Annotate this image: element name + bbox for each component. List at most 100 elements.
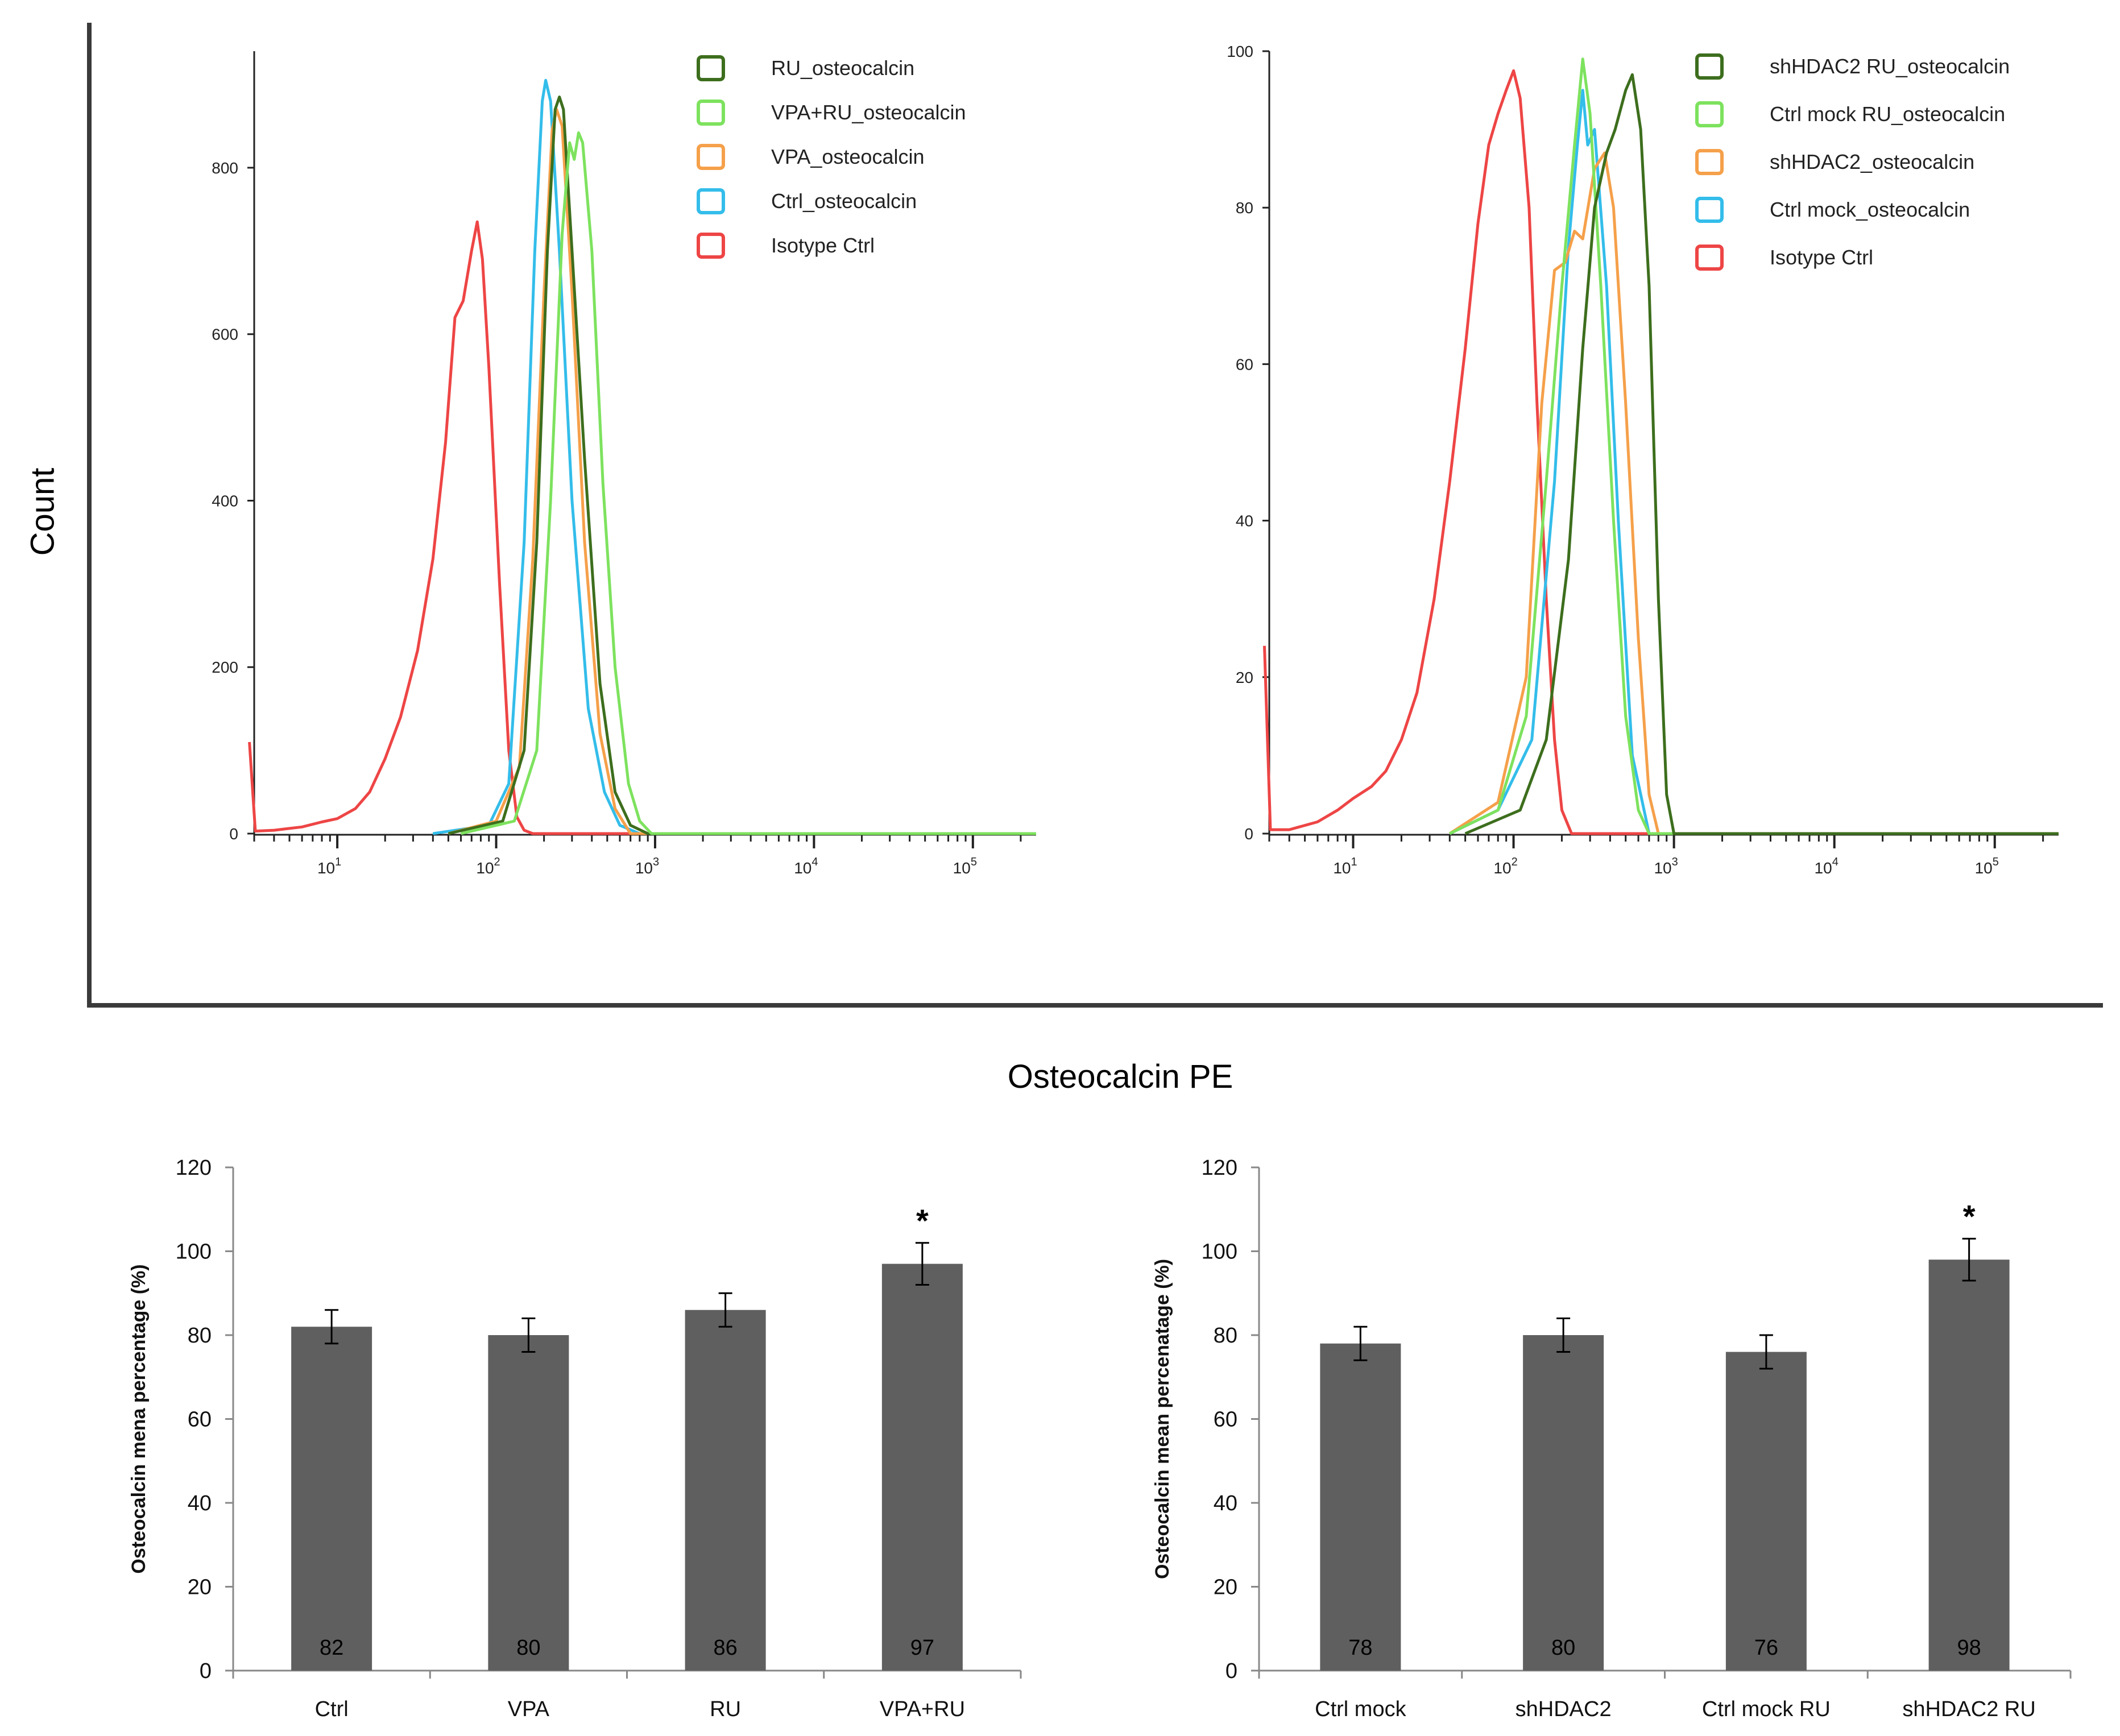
data-label: 82: [320, 1636, 343, 1660]
bar: [1320, 1343, 1401, 1671]
histogram-curve-vpa-ru-osteocalcin: [460, 131, 1036, 835]
bar: [291, 1327, 372, 1671]
y-tick-label: 80: [1236, 199, 1253, 217]
x-tick-label: 103: [635, 856, 659, 877]
y-tick-label: 40: [188, 1491, 212, 1515]
y-tick-label: 600: [212, 326, 238, 343]
histogram-curve-shhdac2-ru-osteocalcin: [1464, 73, 2059, 835]
legend-label: Ctrl_osteocalcin: [771, 189, 917, 213]
bar: [1725, 1352, 1807, 1671]
legend-label: Ctrl mock_osteocalcin: [1770, 198, 1970, 221]
y-tick-label: 120: [1202, 1156, 1237, 1180]
x-tick-label: VPA: [508, 1697, 550, 1721]
x-tick-label: Ctrl: [315, 1697, 349, 1721]
data-label: 97: [910, 1636, 934, 1660]
shared-x-axis-label: Osteocalcin PE: [1007, 1058, 1233, 1095]
histogram-curve-ctrl-osteocalcin: [432, 78, 1036, 835]
legend-label: RU_osteocalcin: [771, 56, 914, 80]
y-tick-label: 800: [212, 159, 238, 177]
y-tick-label: 40: [1236, 512, 1253, 530]
x-tick-label: 102: [476, 856, 500, 877]
y-tick-label: 0: [229, 825, 238, 843]
y-tick-label: 20: [1214, 1576, 1237, 1600]
histogram-curve-ctrl-mock-osteocalcin: [1449, 89, 2059, 835]
legend-label: shHDAC2_osteocalcin: [1770, 150, 1974, 173]
y-tick-label: 60: [188, 1408, 212, 1432]
y-tick-label: 100: [1227, 43, 1253, 60]
histogram-curve-isotype-ctrl: [1263, 69, 2059, 835]
y-tick-label: 0: [1244, 825, 1253, 843]
y-tick-label: 80: [1214, 1324, 1237, 1348]
bar: [685, 1310, 766, 1671]
bar: [1523, 1335, 1604, 1671]
legend-swatch: [697, 188, 725, 214]
x-tick-label: 105: [1975, 856, 1999, 877]
y-tick-label: 400: [212, 492, 238, 509]
histogram-curve-ctrl-mock-ru-osteocalcin: [1449, 57, 2059, 835]
legend-swatch: [1695, 197, 1724, 223]
x-tick-label: shHDAC2: [1516, 1697, 1612, 1721]
y-tick-label: 0: [200, 1659, 212, 1683]
y-tick-label: 100: [176, 1240, 212, 1264]
bar: [881, 1263, 963, 1671]
bar-chart-left: 0 20 40 60 80 100 120 Osteocalcin mena percenta…: [128, 1156, 1022, 1721]
legend-swatch: [697, 100, 725, 126]
bar: [1928, 1259, 2010, 1671]
legend-label: VPA+RU_osteocalcin: [771, 101, 966, 124]
x-tick-label: shHDAC2 RU: [1902, 1697, 2035, 1721]
histogram-left-chart: 0 200 400 600 800 101 102 103 104 105 RU_osteocalc…: [212, 51, 1036, 877]
x-tick-label: 101: [317, 856, 341, 877]
significance-marker: *: [916, 1203, 929, 1238]
legend-label: VPA_osteocalcin: [771, 145, 925, 168]
histogram-curve-isotype-ctrl: [248, 220, 1036, 835]
legend-label: Isotype Ctrl: [771, 234, 875, 257]
figure-frame-bottom: [87, 1003, 2103, 1008]
x-tick-label: 105: [953, 856, 977, 877]
x-tick-label: 104: [794, 856, 818, 877]
histogram-right-chart: 0 20 40 60 80 100 101 102 103 104 105 shHDAC2 RU_os…: [1227, 43, 2059, 877]
histogram-curve-vpa-osteocalcin: [448, 108, 1036, 835]
legend-label: shHDAC2 RU_osteocalcin: [1770, 55, 2010, 78]
legend-swatch: [697, 55, 725, 81]
bar: [488, 1335, 569, 1671]
bar-chart-right: 0 20 40 60 80 100 120 Osteocalcin mean percenat…: [1152, 1156, 2072, 1721]
x-tick-label: Ctrl mock: [1315, 1697, 1406, 1721]
y-tick-label: 20: [1236, 669, 1253, 686]
y-tick-label: 100: [1202, 1240, 1237, 1264]
y-tick-label: 40: [1214, 1491, 1237, 1515]
x-tick-label: 101: [1333, 856, 1357, 877]
legend-swatch: [697, 144, 725, 170]
y-tick-label: 120: [176, 1156, 212, 1180]
data-label: 86: [713, 1636, 737, 1660]
x-tick-label: RU: [710, 1697, 741, 1721]
legend-label: Isotype Ctrl: [1770, 246, 1873, 269]
x-tick-label: 103: [1654, 856, 1678, 877]
legend-swatch: [1695, 53, 1724, 80]
data-label: 78: [1348, 1636, 1372, 1660]
y-tick-label: 200: [212, 658, 238, 676]
data-label: 80: [1551, 1636, 1575, 1660]
y-tick-label: 60: [1236, 355, 1253, 373]
data-label: 76: [1754, 1636, 1778, 1660]
data-label: 98: [1957, 1636, 1981, 1660]
figure-frame-left: [87, 23, 92, 1006]
legend-label: Ctrl mock RU_osteocalcin: [1770, 102, 2005, 126]
x-tick-label: 104: [1815, 856, 1839, 877]
y-axis-label: Osteocalcin mean percenatage (%): [1152, 1259, 1173, 1579]
x-tick-label: VPA+RU: [880, 1697, 965, 1721]
histogram-curve-shhdac2-osteocalcin: [1448, 151, 2059, 835]
x-tick-label: Ctrl mock RU: [1702, 1697, 1831, 1721]
significance-marker: *: [1963, 1198, 1976, 1234]
histogram-curve-ru-osteocalcin: [448, 96, 1036, 835]
data-label: 80: [516, 1636, 540, 1660]
legend-swatch: [1695, 101, 1724, 127]
legend-swatch: [1695, 245, 1724, 271]
y-tick-label: 80: [188, 1324, 212, 1348]
y-tick-label: 0: [1225, 1659, 1237, 1683]
legend-swatch: [697, 233, 725, 259]
y-tick-label: 60: [1214, 1408, 1237, 1432]
y-axis-label: Osteocalcin mena percentage (%): [128, 1264, 150, 1573]
legend-swatch: [1695, 149, 1724, 175]
x-tick-label: 102: [1493, 856, 1517, 877]
